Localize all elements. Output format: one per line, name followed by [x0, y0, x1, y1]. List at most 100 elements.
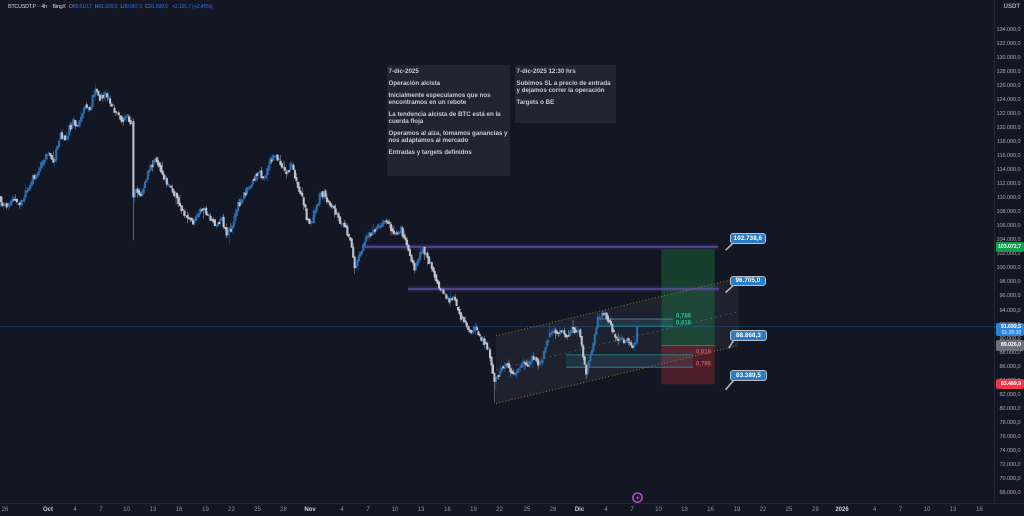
price-tick: 86.000,0	[999, 363, 1021, 370]
timeframe[interactable]: 4h	[41, 4, 47, 10]
note-paragraph: Operación alcista	[389, 80, 508, 87]
legend-separator-2: ·	[48, 4, 51, 10]
time-tick: 13	[681, 506, 688, 513]
change-value: +2.191,7 (+2,45%)	[171, 4, 213, 10]
time-tick: 4	[604, 506, 608, 513]
price-tick: 90.000,0	[999, 335, 1021, 342]
price-tick: 116.000,0	[996, 153, 1021, 160]
open-prefix: O	[68, 4, 73, 10]
time-scale[interactable]: 26 Oct 4 7 10 13 16 19 22 25 28 Nov 4 7 10 13 16 19 22 25 28…	[0, 503, 1024, 516]
time-tick: 13	[417, 506, 425, 513]
close-value: 91.699,5	[148, 4, 168, 10]
time-tick: 19	[202, 506, 209, 513]
price-callout[interactable]: 83.389,5	[730, 370, 767, 381]
note-line: Operación alcista	[388, 80, 441, 87]
fib-level-label: 0,618	[696, 349, 712, 355]
price-tick: 122.000,0	[996, 111, 1021, 118]
note-box-2[interactable]: 7-dic-2025 12:30 hrs Subimos SL a precio …	[514, 65, 616, 123]
price-tick: 104.000,0	[996, 237, 1021, 244]
time-tick: Dic	[574, 506, 585, 513]
time-tick: 28	[280, 506, 287, 513]
note-line: y dejamos correr la operación	[516, 87, 605, 94]
price-tick: 72.000,0	[999, 461, 1021, 468]
note-paragraph: 7-dic-2025 12:30 hrs	[517, 68, 614, 75]
legend-separator-1: ·	[37, 4, 40, 10]
price-tick: 94.000,0	[999, 307, 1021, 314]
time-tick: 25	[785, 506, 793, 513]
time-tick: 13	[149, 506, 157, 513]
note-line: 7-dic-2025	[388, 68, 419, 75]
note-paragraph: Operamos al alza, tomamos ganancias y nos…	[389, 130, 508, 144]
fib-zone[interactable]	[596, 318, 674, 327]
price-tick: 80.000,0	[999, 405, 1021, 412]
fib-level-label: 0,618	[676, 321, 692, 327]
note-box-1[interactable]: 7-dic-2025 Operación alcista Inicialmente …	[386, 65, 510, 176]
price-tick: 82.000,0	[999, 391, 1021, 398]
time-tick: 16	[444, 506, 451, 513]
price-tick: 70.000,0	[999, 475, 1021, 482]
price-tick: 106.000,0	[996, 223, 1021, 230]
price-callout[interactable]: 88.868,3	[730, 330, 767, 341]
fib-level-label: 0,786	[696, 362, 712, 368]
currency-label[interactable]: USDT	[1003, 4, 1020, 10]
note-line: Operamos al alza, tomamos ganancias y	[388, 130, 508, 137]
note-paragraph: Subimos SL a precio de entrada y dejamos …	[517, 80, 614, 94]
price-tick: 130.000,0	[996, 54, 1021, 61]
symbol-name[interactable]: BTCUSDT.P	[8, 4, 36, 10]
time-tick: 26	[1, 506, 9, 513]
price-tick: 124.000,0	[996, 97, 1021, 104]
entry-price-label: 89.026,0	[995, 340, 1024, 351]
high-prefix: H	[94, 4, 99, 10]
channel-lower-border[interactable]	[495, 345, 739, 404]
long-position-loss-zone[interactable]	[661, 345, 715, 385]
note-line: Subimos SL a precio de entrada	[516, 80, 611, 87]
long-position-profit-zone[interactable]	[661, 249, 715, 346]
time-tick: 4	[872, 506, 877, 513]
price-callout[interactable]: 102.738,6	[729, 233, 767, 244]
time-tick: 13	[949, 506, 957, 513]
note-paragraph: La tendencia alcista de BTC está en la cu…	[389, 111, 508, 125]
time-tick: 10	[923, 506, 931, 513]
price-tick: 78.000,0	[999, 419, 1021, 426]
time-tick: Nov	[304, 506, 316, 513]
price-callout[interactable]: 96.705,0	[729, 275, 767, 287]
price-scale[interactable]: USDT 134.000,0 132.000,0 130.000,0 128.000,…	[993, 0, 1024, 503]
note-paragraph: 7-dic-2025	[389, 68, 508, 75]
high-value: 91.699,5	[98, 4, 118, 10]
symbol-legend[interactable]: BTCUSDT.P · 4h · BingX O89.510,7 H91.699,5 L89.…	[8, 4, 213, 10]
time-tick: 7	[366, 506, 370, 513]
price-tick: 110.000,0	[996, 195, 1021, 202]
time-tick: 7	[99, 506, 103, 513]
price-tick: 126.000,0	[996, 83, 1021, 90]
stop-price-label: 83.489,9	[995, 378, 1024, 390]
note-paragraph: Entradas y targets definidos	[389, 149, 508, 156]
note-line: La tendencia alcista de BTC está en la	[388, 111, 501, 118]
note-line: Inicialmente especulamos que nos	[388, 92, 491, 99]
time-tick: 19	[733, 506, 741, 513]
time-tick: 25	[254, 506, 261, 513]
time-tick: 19	[470, 506, 477, 513]
price-tick: 134.000,0	[996, 26, 1021, 33]
note-paragraph: Targets o BE	[517, 99, 614, 106]
price-tick: 74.000,0	[999, 447, 1021, 454]
time-tick: 16	[175, 506, 183, 513]
time-tick: 28	[549, 506, 557, 513]
bar-countdown: 01:28:38	[1001, 329, 1022, 336]
price-tick: 108.000,0	[996, 209, 1021, 216]
low-prefix: L	[120, 4, 124, 10]
time-tick: 22	[496, 506, 503, 513]
time-tick: 16	[976, 506, 983, 513]
note-paragraph: Inicialmente especulamos que nos encontra…	[389, 92, 508, 106]
price-tick: 128.000,0	[996, 68, 1021, 75]
time-tick: 7	[630, 506, 634, 513]
time-tick: 2026	[835, 506, 849, 513]
callout-tail	[728, 339, 735, 349]
time-tick: 16	[707, 506, 714, 513]
candles-down	[0, 88, 634, 403]
price-tick: 68.000,0	[999, 489, 1021, 496]
event-marker-bolt	[635, 495, 640, 501]
time-tick: 4	[73, 506, 77, 513]
price-tick: 100.000,0	[996, 265, 1021, 272]
